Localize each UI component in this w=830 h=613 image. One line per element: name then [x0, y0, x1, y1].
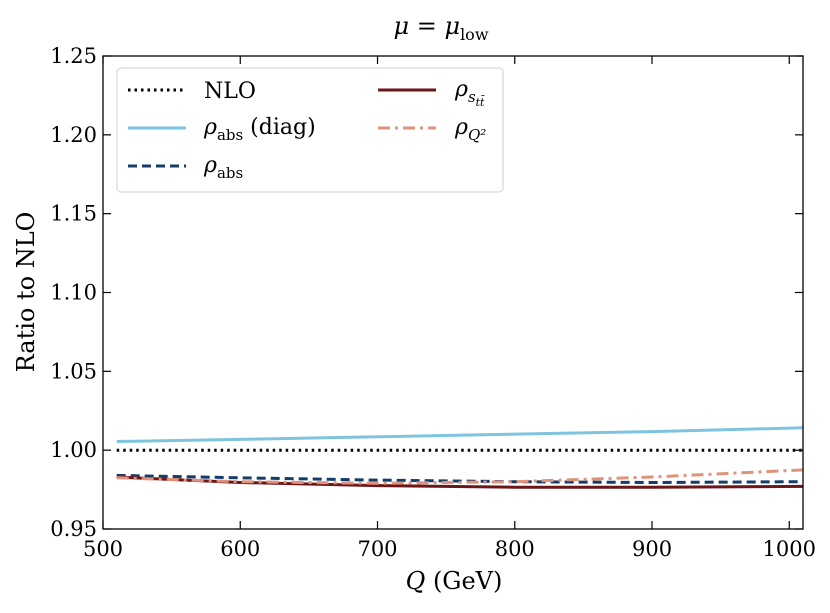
legend-entry-rho-abs: ρabs [128, 153, 243, 182]
series-lines [116, 426, 804, 489]
x-tick-label: 500 [83, 537, 123, 561]
legend-label-rho-q2: ρQ² [454, 115, 486, 144]
x-tick-label: 700 [357, 537, 397, 561]
legend: NLO ρabs (diag) ρabs ρstt̄ ρQ² [116, 67, 504, 193]
legend-entry-rho-s-ttbar: ρstt̄ [378, 77, 485, 109]
x-axis-label: Q (GeV) [406, 567, 503, 595]
y-tick-label: 1.05 [50, 359, 97, 383]
legend-label-nlo: NLO [204, 79, 256, 104]
x-tick-label: 800 [495, 537, 535, 561]
x-tick-label: 900 [632, 537, 672, 561]
series-line-rho-abs [116, 473, 804, 484]
legend-entry-rho-q2: ρQ² [378, 115, 486, 144]
legend-entry-rho-abs-diag: ρabs (diag) [128, 115, 316, 144]
series-line-rho-q2 [116, 468, 804, 485]
legend-label-rho-abs: ρabs [203, 153, 243, 182]
y-tick-label: 1.00 [50, 438, 97, 462]
y-tick-label: 0.95 [50, 517, 97, 541]
legend-label-rho-abs-diag: ρabs (diag) [203, 115, 316, 144]
x-tick-label: 1000 [763, 537, 816, 561]
axis-ticks: 500 600 700 800 900 1000 0.95 1.00 1.05 1.10 1.15 1… [50, 44, 816, 561]
y-axis-label: Ratio to NLO [12, 212, 40, 373]
series-line-rho-abs-diag [116, 426, 804, 443]
chart-title: μ = μlow [393, 12, 488, 44]
legend-entry-nlo: NLO [128, 79, 256, 104]
plot-frame [102, 55, 804, 530]
y-tick-label: 1.15 [50, 202, 97, 226]
x-tick-label: 600 [220, 537, 260, 561]
y-tick-label: 1.20 [50, 123, 97, 147]
legend-box [116, 67, 504, 193]
y-tick-label: 1.25 [50, 44, 97, 68]
y-tick-label: 1.10 [50, 281, 97, 305]
legend-label-rho-s-ttbar: ρstt̄ [454, 77, 485, 109]
